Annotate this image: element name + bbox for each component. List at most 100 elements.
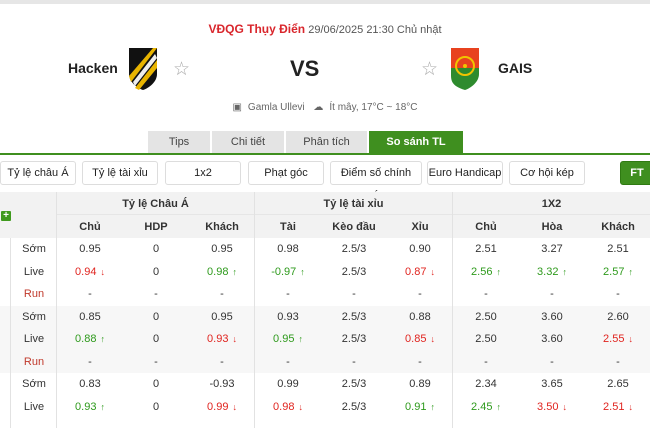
home-team-name[interactable]: Hacken [68,60,118,76]
arrow-up-icon: ↑ [628,266,633,277]
odds-value: 0.89 [409,378,431,390]
odds-value: 0 [152,310,160,323]
odds-value: 0.95 [211,310,233,323]
odds-cell: 0.93 ↓ [189,328,255,351]
tab-tips[interactable]: Tips [148,131,210,154]
arrow-down-icon: ↓ [430,266,435,277]
odds-cell: 0.93 [255,306,321,329]
odds-cell: 2.5/3 [321,396,387,419]
odds-value: - [550,288,554,300]
odds-value: 0.95 [211,243,233,255]
odds-cell: 2.50 [453,328,519,351]
odds-value: - [352,288,356,300]
odds-value: 0.98 [277,243,299,255]
odds-cell: - [321,351,387,374]
odds-value: 0.99 [277,378,299,390]
table-row: Sớm 0.95 0 0.95 0.98 2.5/3 0.90 2.51 3.27 2.51 [0,238,650,261]
odds-value: 2.45 [471,400,493,413]
arrow-up-icon: ↑ [300,266,305,277]
odds-value: - [418,355,422,368]
favorite-home-star-icon[interactable]: ☆ [173,59,191,80]
odds-cell: - [57,283,123,306]
filter-diem-so-chinh-xac[interactable]: Điểm số chính xác [330,161,422,201]
odds-value: - [286,355,290,368]
odds-cell: 0.94 ↓ [57,261,123,284]
odds-cell: 2.50 [453,306,519,329]
row-label: Sớm [22,310,46,323]
odds-cell: - [57,351,123,374]
odds-value: 0.98 [273,400,295,413]
odds-cell: 0.95 ↑ [255,328,321,351]
odds-value: 0.94 [75,265,97,278]
column-header: Khách [601,221,635,233]
row-label: Sớm [22,243,46,255]
filter-ty-le-chau-a[interactable]: Tỷ lệ châu Á [0,161,76,185]
odds-value: 0.87 [405,265,427,278]
odds-cell: - [519,351,585,374]
odds-value: 2.50 [475,310,497,323]
away-team-name[interactable]: GAIS [498,60,533,76]
arrow-down-icon: ↓ [298,401,303,412]
plus-icon[interactable]: + [1,211,11,221]
odds-value: - [154,355,158,368]
odds-cell: 2.34 [453,373,519,396]
filter-euro-handicap[interactable]: Euro Handicap [427,161,503,185]
odds-cell: 2.5/3 [321,238,387,261]
filter-ty-le-tai-xiu[interactable]: Tỷ lệ tài xỉu [82,161,158,185]
odds-cell: 2.57 ↑ [585,261,650,284]
match-title: VĐQG Thụy Điển 29/06/2025 21:30 Chủ nhật [0,22,650,36]
odds-value: 0.95 [79,243,101,255]
odds-cell: - [585,283,650,306]
odds-cell: 0.99 ↓ [189,396,255,419]
odds-value: 0.85 [79,310,101,323]
odds-cell: 2.45 ↑ [453,396,519,419]
table-row: Run - - - - - - - - - [0,283,650,306]
filter-1x2[interactable]: 1x2 [165,161,241,185]
odds-cell: 3.65 [519,373,585,396]
odds-cell: 3.60 [519,328,585,351]
odds-value: 3.27 [541,243,563,255]
arrow-up-icon: ↑ [496,401,501,412]
tab-so-sanh-tl[interactable]: So sánh TL [369,131,463,154]
tab-chi-tiet[interactable]: Chi tiết [212,131,284,154]
odds-cell: 2.5/3 [321,306,387,329]
column-header: Xỉu [411,221,429,233]
odds-value: 2.57 [603,265,625,278]
odds-value: 0.83 [79,378,101,390]
group-header-1x2: 1X2 [541,198,562,210]
odds-value: - [88,288,92,300]
odds-cell: - [189,283,255,306]
weather-text: Ít mây, 17°C ~ 18°C [329,102,418,113]
odds-value: 0 [152,400,160,413]
odds-cell: 3.50 ↓ [519,396,585,419]
odds-value: 2.34 [475,378,497,390]
odds-value: 2.55 [603,333,625,345]
filter-co-hoi-kep[interactable]: Cơ hội kép [509,161,585,185]
favorite-away-star-icon[interactable]: ☆ [421,59,439,80]
odds-value: 2.51 [603,400,625,413]
odds-cell: -0.93 [189,373,255,396]
arrow-up-icon: ↑ [100,334,105,344]
filter-phat-goc[interactable]: Phạt góc [248,161,324,185]
league-link[interactable]: VĐQG Thụy Điển [208,22,306,36]
odds-value: 0.90 [409,243,431,255]
odds-value: - [88,355,92,368]
odds-cell: - [189,351,255,374]
arrow-down-icon: ↓ [562,401,567,412]
tab-phan-tich[interactable]: Phân tích [286,131,367,154]
odds-value: -0.97 [271,265,297,278]
odds-cell: 0.88 [387,306,453,329]
odds-cell: 0.93 ↑ [57,396,123,419]
odds-value: 0.88 [409,310,431,323]
arrow-down-icon: ↓ [100,266,105,277]
odds-cell: - [255,283,321,306]
odds-cell: 0.95 [57,238,123,261]
odds-value: - [154,288,158,300]
filter-ft[interactable]: FT [620,161,650,185]
odds-cell: 0.95 [189,238,255,261]
odds-cell: - [123,283,189,306]
odds-cell: - [387,351,453,374]
odds-value: - [484,355,488,368]
odds-cell: 2.55 ↓ [585,328,650,351]
column-header: Chủ [79,221,101,233]
